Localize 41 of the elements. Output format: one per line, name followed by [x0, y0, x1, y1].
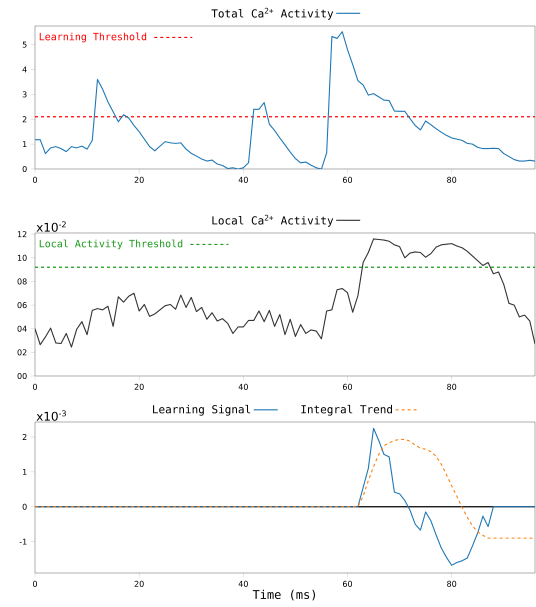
- x-tick-label: 60: [342, 580, 352, 587]
- y-tick-label: 1: [22, 141, 26, 148]
- x-tick-label: 0: [32, 580, 38, 587]
- legend-label: Local Activity Threshold: [40, 240, 182, 250]
- x-tick-label: 0: [32, 384, 38, 390]
- y-tick-label: 02: [18, 349, 26, 356]
- x-tick-label: 80: [447, 384, 456, 390]
- x-tick-label: 40: [238, 580, 248, 587]
- y-tick-label: 10: [18, 254, 27, 261]
- y-tick-label: -1: [20, 538, 26, 545]
- x-tick-label: 20: [134, 580, 144, 587]
- y-tick-label: 1: [22, 468, 26, 475]
- x-tick-label: 20: [134, 384, 144, 390]
- y-tick-label: 0: [22, 166, 27, 172]
- y-tick-label: 06: [18, 302, 27, 308]
- y-tick-label: 5: [22, 42, 26, 48]
- x-tick-label: 80: [447, 176, 456, 183]
- legend-label: Integral Trend: [301, 404, 392, 416]
- text: x10$^{-2}$: [36, 221, 66, 232]
- y-tick-label: 12: [18, 231, 26, 238]
- y-tick-label: 04: [18, 326, 27, 332]
- legend-label: Learning Signal: [153, 404, 250, 416]
- y-tick-label: 4: [22, 66, 27, 72]
- x-tick-label: 80: [447, 580, 456, 587]
- x-tick-label: 0: [32, 176, 38, 183]
- y-tick-label: 0: [22, 504, 27, 510]
- legend-label: Total Ca$^{2+}$ Activity: [212, 8, 334, 20]
- legend-label: Learning Threshold: [40, 32, 146, 42]
- legend-label: Local Ca$^{2+}$ Activity: [212, 214, 334, 227]
- y-tick-label: 2: [22, 434, 26, 440]
- x-tick-label: 60: [342, 176, 352, 183]
- x-axis-title: Time (ms): [252, 590, 315, 600]
- y-tick-label: 08: [18, 278, 27, 284]
- x-tick-label: 60: [342, 384, 352, 390]
- y-tick-label: 00: [18, 372, 27, 380]
- y-tick-label: 2: [22, 116, 26, 122]
- x-tick-label: 40: [238, 176, 248, 183]
- x-tick-label: 40: [238, 384, 248, 390]
- y-tick-label: 3: [22, 91, 27, 98]
- text: x10$^{-3}$: [36, 410, 66, 421]
- x-tick-label: 20: [134, 176, 144, 183]
